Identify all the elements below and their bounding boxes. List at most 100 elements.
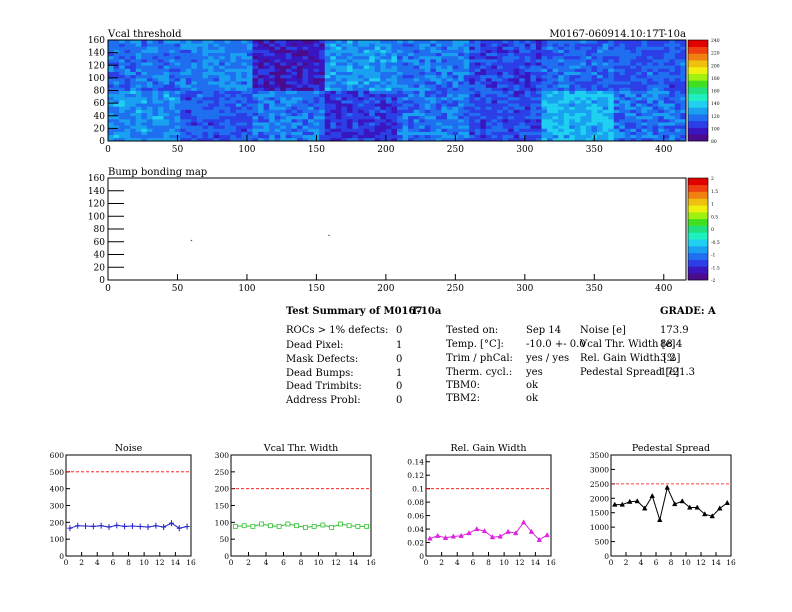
heatmap-cell <box>319 122 326 126</box>
heatmap-cell <box>169 96 176 101</box>
heatmap-cell <box>130 112 137 117</box>
heatmap-cell <box>430 122 437 126</box>
heatmap-cell <box>302 122 309 126</box>
heatmap-cell <box>624 40 631 44</box>
heatmap-cell <box>208 109 214 113</box>
heatmap-cell <box>330 103 337 107</box>
heatmap-cell <box>552 62 559 66</box>
x-tick-label: 6 <box>470 558 475 567</box>
heatmap-frame <box>107 177 687 281</box>
heatmap-cell <box>563 74 570 79</box>
heatmap-cell <box>552 65 559 69</box>
heatmap-cell <box>574 115 581 120</box>
heatmap-cell <box>285 122 292 126</box>
heatmap-cell <box>452 43 459 47</box>
heatmap-cell <box>602 93 609 98</box>
heatmap-cell <box>424 96 431 101</box>
heatmap-cell <box>319 55 326 60</box>
heatmap-cell <box>424 46 431 50</box>
heatmap-cell <box>113 128 120 132</box>
heatmap-cell <box>469 84 476 88</box>
heatmap-cell <box>558 93 565 98</box>
heatmap-cell <box>519 55 526 60</box>
heatmap-cell <box>146 62 153 66</box>
heatmap-cell <box>569 81 576 85</box>
heatmap-cell <box>174 52 181 57</box>
heatmap-cell <box>346 96 353 101</box>
heatmap-cell <box>608 99 615 104</box>
heatmap-cell <box>535 93 542 98</box>
heatmap-cell <box>619 55 626 60</box>
heatmap-cell <box>241 43 248 47</box>
heatmap-cell <box>397 46 403 50</box>
heatmap-cell <box>241 65 248 69</box>
heatmap-cell <box>358 122 365 126</box>
heatmap-cell <box>269 65 276 69</box>
heatmap-cell <box>296 112 303 117</box>
heatmap-cell <box>130 99 137 104</box>
heatmap-cell <box>335 84 342 88</box>
heatmap-cell <box>269 46 276 50</box>
heatmap-cell <box>430 118 437 123</box>
heatmap-cell <box>391 125 398 129</box>
heatmap-cell <box>185 131 192 136</box>
heatmap-cell <box>474 99 481 104</box>
heatmap-cell <box>497 81 503 85</box>
heatmap-cell <box>630 87 637 91</box>
heatmap-cell <box>291 43 298 47</box>
heatmap-cell <box>474 58 481 63</box>
heatmap-cell <box>341 125 348 129</box>
heatmap-cell <box>319 68 326 72</box>
data-point <box>90 523 96 530</box>
heatmap-cell <box>513 90 520 95</box>
heatmap-cell <box>624 62 631 66</box>
plot-frame <box>65 454 192 557</box>
y-tick-label: 0.12 <box>407 471 424 480</box>
heatmap-cell <box>252 62 259 66</box>
x-tick-label: 12 <box>515 558 525 567</box>
heatmap-cell <box>547 46 554 50</box>
heatmap-cell <box>346 122 353 126</box>
heatmap-cell <box>624 87 631 91</box>
heatmap-cell <box>497 62 503 66</box>
heatmap-cell <box>196 74 203 79</box>
heatmap-cell <box>230 49 237 54</box>
heatmap-cell <box>641 128 648 132</box>
heatmap-cell <box>346 71 353 76</box>
heatmap-cell <box>308 68 315 72</box>
heatmap-cell <box>663 40 670 44</box>
heatmap-cell <box>319 77 326 82</box>
heatmap-cell <box>474 77 481 82</box>
heatmap-cell <box>219 103 226 107</box>
heatmap-cell <box>196 134 203 139</box>
heatmap-cell <box>613 52 620 57</box>
heatmap-cell <box>213 112 220 117</box>
heatmap-cell <box>619 62 626 66</box>
heatmap-cell <box>235 87 242 91</box>
heatmap-cell <box>424 131 431 136</box>
heatmap-cell <box>430 115 437 120</box>
heatmap-cell <box>235 55 242 60</box>
heatmap-cell <box>558 112 565 117</box>
heatmap-cell <box>152 128 159 132</box>
heatmap-cell <box>152 49 159 54</box>
heatmap-cell <box>413 96 420 101</box>
heatmap-cell <box>335 40 342 44</box>
colorbar-frame <box>687 177 709 281</box>
heatmap-cell <box>447 49 453 54</box>
heatmap-cell <box>224 55 231 60</box>
heatmap-cell <box>108 84 114 88</box>
heatmap-cell <box>674 99 681 104</box>
heatmap-cell <box>208 106 214 110</box>
heatmap-cell <box>152 55 159 60</box>
heatmap-cell <box>535 137 542 142</box>
heatmap-cell <box>158 87 164 91</box>
heatmap-cell <box>124 49 131 54</box>
heatmap-cell <box>408 112 415 117</box>
data-point <box>528 528 535 534</box>
heatmap-cell <box>591 96 598 101</box>
heatmap-cell <box>613 46 620 50</box>
heatmap-cell <box>296 62 303 66</box>
heatmap-cell <box>135 81 142 85</box>
